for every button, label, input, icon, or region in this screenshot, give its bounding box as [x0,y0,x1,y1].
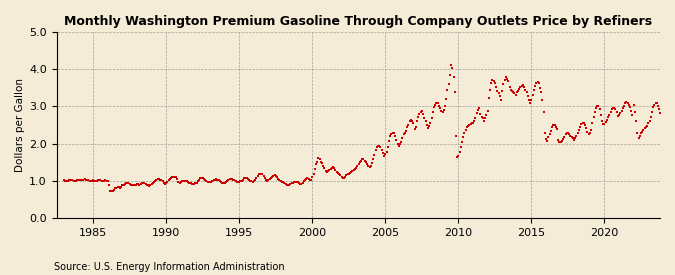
Title: Monthly Washington Premium Gasoline Through Company Outlets Price by Refiners: Monthly Washington Premium Gasoline Thro… [64,15,652,28]
Text: Source: U.S. Energy Information Administration: Source: U.S. Energy Information Administ… [54,262,285,272]
Y-axis label: Dollars per Gallon: Dollars per Gallon [15,78,25,172]
